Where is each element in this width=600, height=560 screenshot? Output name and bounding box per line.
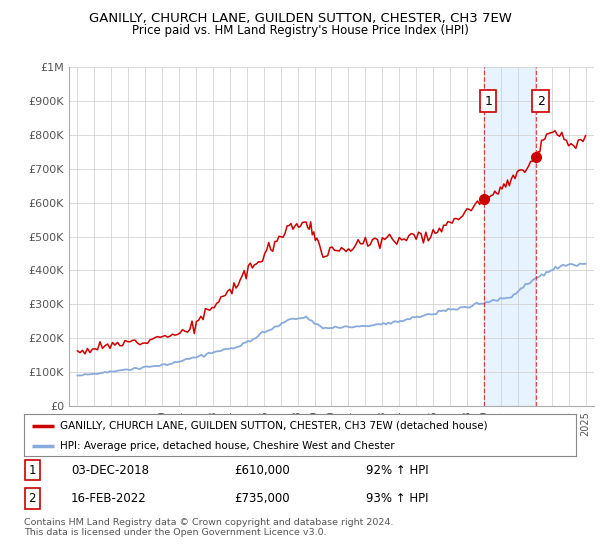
Text: 16-FEB-2022: 16-FEB-2022 [71,492,146,505]
Text: GANILLY, CHURCH LANE, GUILDEN SUTTON, CHESTER, CH3 7EW: GANILLY, CHURCH LANE, GUILDEN SUTTON, CH… [89,12,511,25]
Text: 92% ↑ HPI: 92% ↑ HPI [366,464,429,477]
Text: HPI: Average price, detached house, Cheshire West and Chester: HPI: Average price, detached house, Ches… [60,441,395,451]
Text: 93% ↑ HPI: 93% ↑ HPI [366,492,429,505]
Text: 2: 2 [537,95,545,108]
Text: Price paid vs. HM Land Registry's House Price Index (HPI): Price paid vs. HM Land Registry's House … [131,24,469,36]
Text: 03-DEC-2018: 03-DEC-2018 [71,464,149,477]
Bar [484,67,536,406]
Text: Contains HM Land Registry data © Crown copyright and database right 2024.
This d: Contains HM Land Registry data © Crown c… [24,518,394,538]
Text: 2: 2 [29,492,36,505]
Text: £735,000: £735,000 [234,492,289,505]
Text: 1: 1 [29,464,36,477]
Text: £610,000: £610,000 [234,464,290,477]
Text: GANILLY, CHURCH LANE, GUILDEN SUTTON, CHESTER, CH3 7EW (detached house): GANILLY, CHURCH LANE, GUILDEN SUTTON, CH… [60,421,488,431]
Text: 1: 1 [484,95,492,108]
